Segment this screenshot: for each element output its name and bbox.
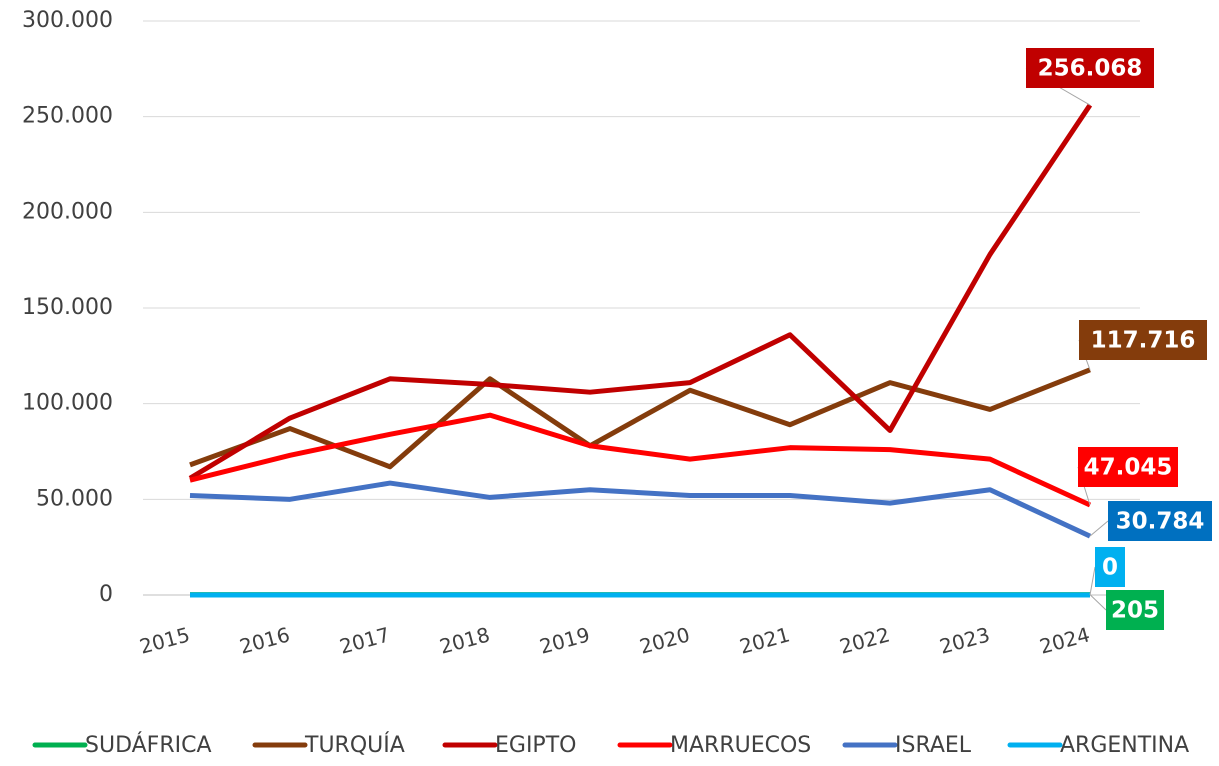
leader-line bbox=[1090, 521, 1108, 536]
x-tick-label: 2020 bbox=[637, 622, 692, 658]
x-tick-label: 2018 bbox=[437, 622, 492, 658]
y-tick-label: 250.000 bbox=[22, 104, 113, 129]
x-tick-label: 2023 bbox=[937, 622, 992, 658]
x-tick-label: 2016 bbox=[237, 622, 292, 658]
value-label: 0 bbox=[1102, 555, 1118, 581]
legend-label: MARRUECOS bbox=[670, 733, 811, 758]
y-tick-label: 300.000 bbox=[22, 8, 113, 33]
legend-label: ARGENTINA bbox=[1060, 733, 1189, 758]
series-line bbox=[190, 483, 1090, 536]
x-tick-label: 2019 bbox=[537, 622, 592, 658]
legend-label: TURQUÍA bbox=[304, 732, 405, 758]
y-tick-label: 200.000 bbox=[22, 199, 113, 224]
x-tick-label: 2022 bbox=[837, 622, 892, 658]
x-tick-label: 2017 bbox=[337, 622, 392, 658]
y-tick-label: 150.000 bbox=[22, 295, 113, 320]
legend-label: ISRAEL bbox=[895, 733, 972, 758]
value-label: 256.068 bbox=[1038, 56, 1143, 82]
legend-label: EGIPTO bbox=[495, 733, 576, 758]
y-tick-label: 0 bbox=[99, 582, 113, 607]
legend-label: SUDÁFRICA bbox=[85, 732, 212, 758]
x-tick-label: 2024 bbox=[1037, 622, 1092, 658]
leader-line bbox=[1090, 595, 1106, 610]
value-label: 30.784 bbox=[1116, 509, 1205, 535]
value-label: 117.716 bbox=[1091, 328, 1196, 354]
value-label: 205 bbox=[1111, 598, 1159, 624]
x-tick-label: 2021 bbox=[737, 622, 792, 658]
y-tick-label: 100.000 bbox=[22, 391, 113, 416]
value-label: 47.045 bbox=[1084, 455, 1173, 481]
y-tick-label: 50.000 bbox=[36, 486, 113, 511]
leader-line bbox=[1090, 567, 1095, 595]
series-line bbox=[190, 105, 1090, 478]
x-tick-label: 2015 bbox=[137, 622, 192, 658]
